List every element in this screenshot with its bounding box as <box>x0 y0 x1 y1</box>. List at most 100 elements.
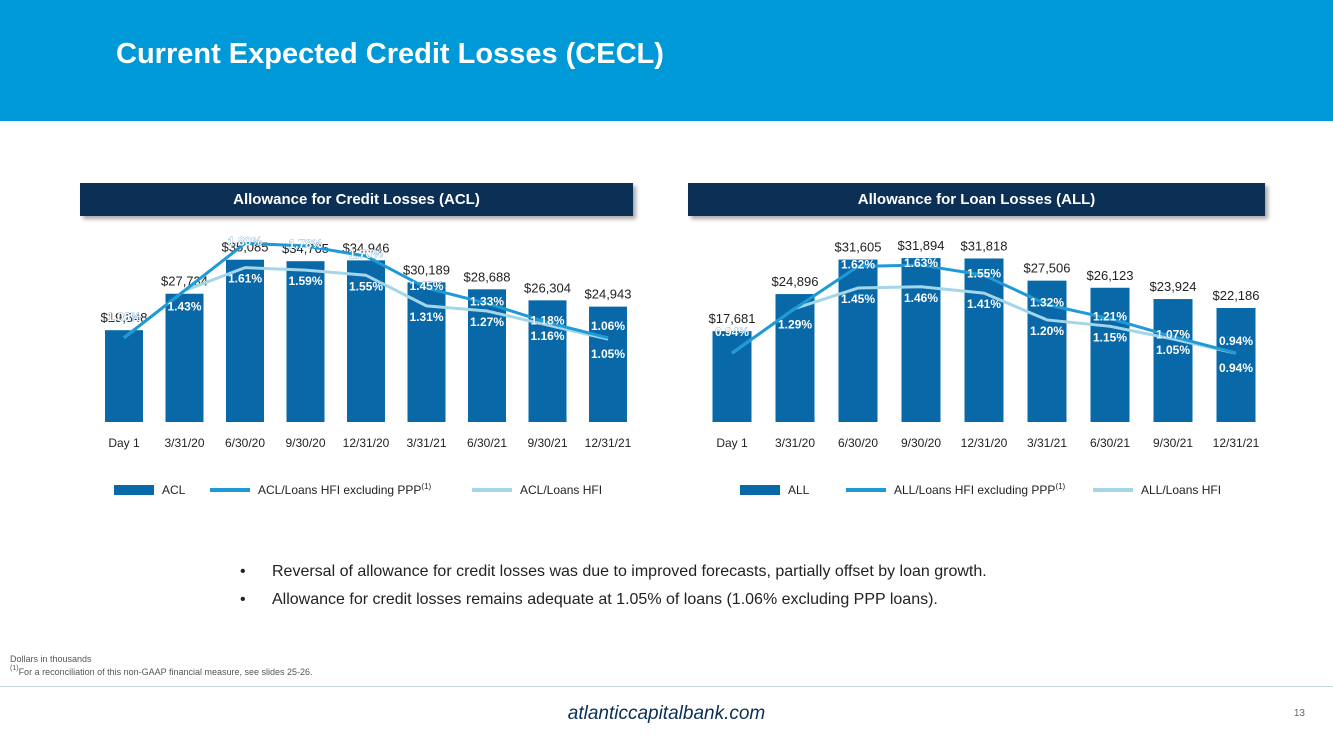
all-x-tick-label: 3/31/21 <box>1027 436 1067 450</box>
acl-legend-line-label: ACL/Loans HFI excluding PPP(1) <box>258 482 432 497</box>
acl-line-value-label: 1.06% <box>591 319 625 333</box>
all-line-value-label: 1.32% <box>1030 296 1064 310</box>
acl-legend-bar-swatch <box>114 485 154 495</box>
all-line-value-label: 0.94% <box>715 325 749 339</box>
all-line-excl-ppp <box>731 263 1237 355</box>
acl-bar-value-label: $26,304 <box>524 280 571 295</box>
acl-line-value-label: 1.31% <box>409 310 443 324</box>
all-bar-value-label: $23,924 <box>1150 279 1197 294</box>
acl-line-value-label: 1.59% <box>288 274 322 288</box>
acl-x-tick-label: 6/30/20 <box>225 436 265 450</box>
acl-bar <box>226 259 264 422</box>
all-x-tick-label: 12/31/21 <box>1213 436 1260 450</box>
all-bar-value-label: $24,896 <box>772 274 819 289</box>
acl-x-tick-label: Day 1 <box>108 436 140 450</box>
acl-line-value-label: 1.43% <box>167 300 201 314</box>
footnote-marker: (1) <box>10 665 19 672</box>
all-bar <box>1153 299 1193 422</box>
all-bar <box>901 258 941 422</box>
acl-x-tick-label: 9/30/20 <box>285 436 325 450</box>
all-x-tick-label: 3/31/20 <box>775 436 815 450</box>
acl-bar <box>105 330 143 422</box>
all-line-value-label: 1.21% <box>1093 310 1127 324</box>
acl-bar <box>347 260 385 422</box>
all-line-value-label: 1.63% <box>904 256 938 270</box>
acl-x-tick-label: 6/30/21 <box>467 436 507 450</box>
acl-x-tick-label: 3/31/21 <box>406 436 446 450</box>
acl-line-excl-ppp <box>123 241 609 340</box>
all-line-value-label: 1.41% <box>967 297 1001 311</box>
all-line-value-label: 0.94% <box>1219 334 1253 348</box>
acl-x-tick-label: 9/30/21 <box>527 436 567 450</box>
acl-chart: $19,848$27,734$35,085 $34,765 $34,946$30,1… <box>101 234 632 497</box>
acl-x-tick-label: 12/31/20 <box>343 436 390 450</box>
all-line-value-label: 1.15% <box>1093 330 1127 344</box>
page-title: Current Expected Credit Losses (CECL) <box>116 38 664 70</box>
all-bar-value-label: $27,506 <box>1024 261 1071 276</box>
page-number: 13 <box>1293 708 1305 719</box>
all-line-value-label: 1.46% <box>904 291 938 305</box>
acl-bar <box>589 306 627 422</box>
acl-line-value-label: 1.45% <box>409 279 443 293</box>
acl-chart-title: Allowance for Credit Losses (ACL) <box>80 183 633 216</box>
all-bar <box>1090 287 1130 422</box>
all-line-value-label: 1.62% <box>841 257 875 271</box>
all-x-tick-label: 6/30/21 <box>1090 436 1130 450</box>
all-legend-superscript: (1) <box>1055 482 1065 491</box>
all-chart: $17,681 $24,896 $31,605 $31,894 $31,818 $27,5… <box>709 238 1260 497</box>
acl-line-value-label: 1.06% <box>107 310 141 324</box>
bullet-list: Reversal of allowance for credit losses … <box>238 558 987 614</box>
acl-bar <box>407 282 446 422</box>
all-bar <box>775 294 815 422</box>
bullet-item: Reversal of allowance for credit losses … <box>238 558 987 586</box>
header-banner: Current Expected Credit Losses (CECL) <box>0 0 1333 121</box>
acl-line-value-label: 1.55% <box>349 279 383 293</box>
website-link[interactable]: atlanticcapitalbank.com <box>567 703 766 724</box>
footnote-text: For a reconciliation of this non-GAAP fi… <box>18 667 313 677</box>
acl-line-value-label: 1.18% <box>530 313 564 327</box>
all-line-value-label: 1.45% <box>841 292 875 306</box>
all-bar-value-label: $22,186 <box>1213 288 1260 303</box>
acl-bar <box>286 261 325 422</box>
footer-divider <box>0 686 1333 687</box>
all-bar <box>712 331 752 422</box>
all-legend-bar-swatch <box>740 485 780 495</box>
all-x-tick-label: Day 1 <box>716 436 748 450</box>
all-line-hfi <box>731 285 1237 355</box>
all-bar <box>838 259 878 422</box>
units-footnote: Dollars in thousands <box>10 654 92 664</box>
acl-line-hfi <box>123 266 609 341</box>
acl-legend-line-label: ACL/Loans HFI <box>520 483 602 497</box>
all-line-value-label: 1.29% <box>778 317 812 331</box>
acl-line-value-label: 1.16% <box>530 329 564 343</box>
acl-bar-value-label: $30,189 <box>403 262 450 277</box>
all-x-tick-label: 9/30/20 <box>901 436 941 450</box>
acl-bar-value-label: $24,943 <box>585 287 632 302</box>
all-line-value-label: 1.07% <box>1156 328 1190 342</box>
acl-line-value-label: 1.80% <box>228 234 262 248</box>
all-bar-value-label: $31,818 <box>961 238 1008 253</box>
all-x-tick-label: 12/31/20 <box>961 436 1008 450</box>
bullet-item: Allowance for credit losses remains adeq… <box>238 586 987 614</box>
all-line-value-label: 1.55% <box>967 266 1001 280</box>
acl-x-tick-label: 3/31/20 <box>164 436 204 450</box>
all-chart-title: Allowance for Loan Losses (ALL) <box>688 183 1265 216</box>
all-line-value-label: 1.05% <box>1156 343 1190 357</box>
acl-line-value-label: 1.05% <box>591 347 625 361</box>
all-line-value-label: 1.20% <box>1030 324 1064 338</box>
acl-line-value-label: 1.61% <box>228 272 262 286</box>
all-x-tick-label: 9/30/21 <box>1153 436 1193 450</box>
acl-line-value-label: 1.70% <box>349 247 383 261</box>
acl-line-value-label: 1.33% <box>470 294 504 308</box>
acl-bar-value-label: $19,848 <box>101 310 148 325</box>
all-legend-bar-label: ALL <box>788 483 810 497</box>
all-bar-value-label: $31,605 <box>835 240 882 255</box>
reconciliation-footnote: (1)For a reconciliation of this non-GAAP… <box>10 665 313 677</box>
all-bar-value-label: $31,894 <box>898 238 945 253</box>
acl-bar-value-label: $28,688 <box>464 269 511 284</box>
all-bar-value-label: $17,681 <box>709 311 756 326</box>
acl-bar <box>165 293 204 422</box>
all-legend-line-label: ALL/Loans HFI excluding PPP(1) <box>894 482 1066 497</box>
all-bar <box>964 258 1004 422</box>
all-bar-value-label: $26,123 <box>1087 268 1134 283</box>
